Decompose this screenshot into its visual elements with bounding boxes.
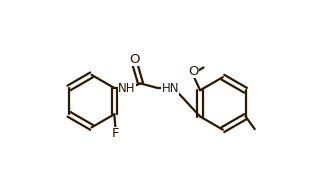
Text: F: F [112,127,119,140]
Text: NH: NH [118,82,136,95]
Text: HN: HN [162,82,179,95]
Text: O: O [188,65,198,78]
Text: O: O [129,53,140,66]
